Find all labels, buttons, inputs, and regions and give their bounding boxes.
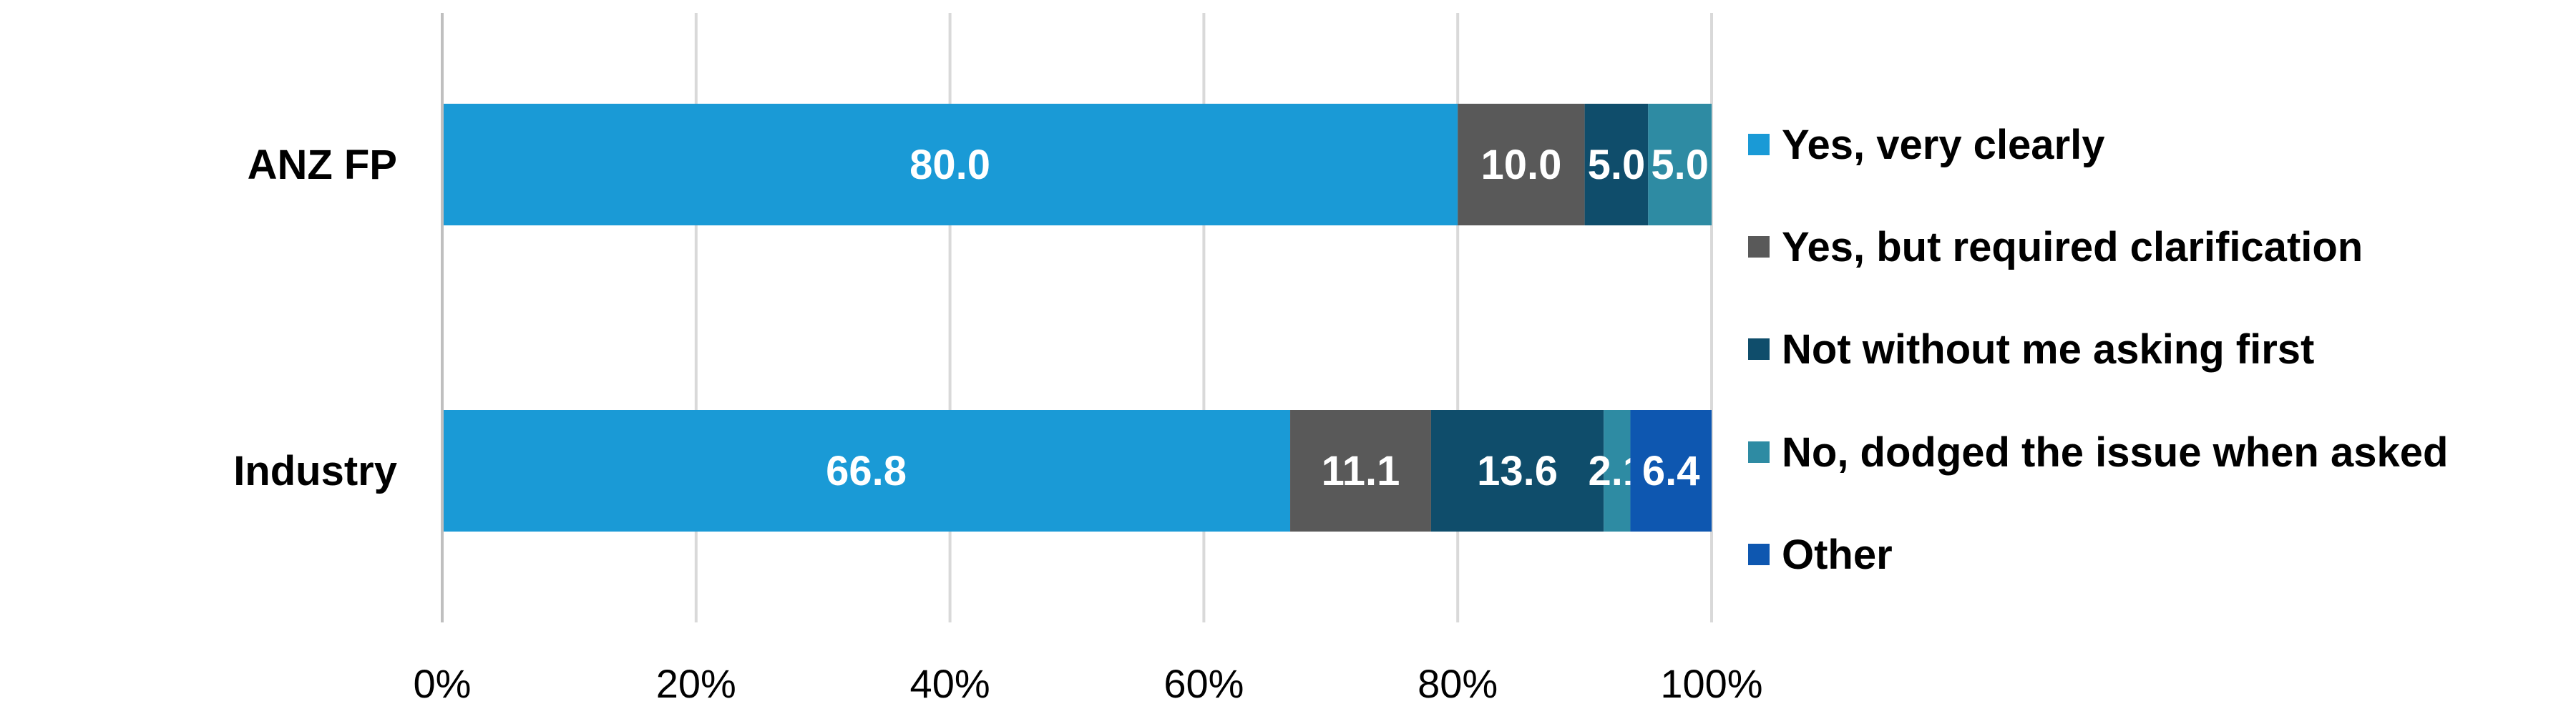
data-label: 10.0 [1480,142,1561,188]
bars: 80.0 10.0 5.0 5.066.8 11.1 13.6 2.16.4 [442,104,1712,532]
data-label: 80.0 [909,142,990,188]
legend-label: Yes, but required clarification [1782,224,2363,270]
bar-segment [442,104,1458,225]
bar-segment [1584,104,1649,225]
legend-label: Other [1782,532,1893,578]
legend: Yes, very clearly Yes, but required clari… [1748,122,2448,578]
data-label: 11.1 [1322,448,1400,494]
legend-label: No, dodged the issue when asked [1782,429,2448,476]
data-label: 66.8 [826,448,907,494]
bar-segment [1630,410,1712,532]
x-tick-label: 60% [1163,661,1244,706]
x-tick-label: 100% [1660,661,1762,706]
x-tick-label: 20% [656,661,736,706]
bar-segment [1430,410,1604,532]
bar-segment [442,410,1291,532]
bar-segment [1648,104,1712,225]
x-tick-label: 0% [414,661,472,706]
bar-segment [1290,410,1431,532]
legend-swatch [1748,544,1770,565]
legend-label: Not without me asking first [1782,326,2314,373]
data-label: 13.6 [1477,448,1558,494]
legend-label: Yes, very clearly [1782,122,2105,168]
bar-segment [1604,410,1631,532]
legend-swatch [1748,338,1770,360]
data-label: 5.0 [1651,142,1709,188]
axes: 0% 20% 40% 60% 80% 100% ANZ FP Industry [233,13,1763,706]
legend-swatch [1748,134,1770,155]
data-label: 6.4 [1642,448,1700,494]
legend-swatch [1748,441,1770,463]
category-label: ANZ FP [248,142,397,188]
x-tick-label: 40% [910,661,990,706]
legend-swatch [1748,236,1770,258]
data-label: 5.0 [1588,142,1646,188]
x-tick-label: 80% [1418,661,1498,706]
category-label: Industry [233,448,397,494]
bar-segment [1458,104,1585,225]
